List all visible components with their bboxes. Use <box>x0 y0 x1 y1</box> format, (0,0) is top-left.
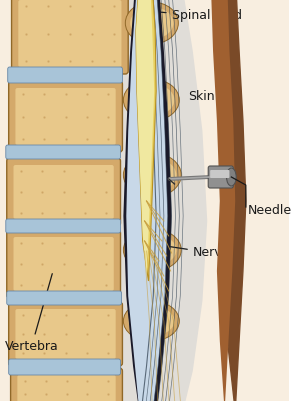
FancyBboxPatch shape <box>8 67 122 83</box>
FancyBboxPatch shape <box>17 375 116 401</box>
Ellipse shape <box>123 301 179 341</box>
FancyBboxPatch shape <box>6 219 121 233</box>
FancyBboxPatch shape <box>12 0 128 74</box>
Text: Needle: Needle <box>248 205 292 217</box>
FancyBboxPatch shape <box>14 165 114 219</box>
Ellipse shape <box>123 229 181 271</box>
FancyBboxPatch shape <box>7 158 121 226</box>
Text: Vertebra: Vertebra <box>5 273 58 352</box>
FancyBboxPatch shape <box>208 166 233 188</box>
Ellipse shape <box>128 84 175 116</box>
Polygon shape <box>136 0 156 281</box>
FancyBboxPatch shape <box>210 170 230 178</box>
FancyBboxPatch shape <box>18 0 122 67</box>
FancyBboxPatch shape <box>14 237 114 291</box>
Ellipse shape <box>125 2 178 44</box>
FancyBboxPatch shape <box>15 309 116 359</box>
Ellipse shape <box>130 7 173 39</box>
FancyBboxPatch shape <box>6 145 121 159</box>
Ellipse shape <box>123 79 179 121</box>
FancyBboxPatch shape <box>11 368 122 401</box>
FancyBboxPatch shape <box>7 230 121 298</box>
Ellipse shape <box>128 158 176 192</box>
Text: Spinal cord: Spinal cord <box>149 10 242 22</box>
Ellipse shape <box>226 168 236 186</box>
Polygon shape <box>126 0 168 401</box>
FancyBboxPatch shape <box>9 81 122 152</box>
Text: Skin: Skin <box>188 89 223 103</box>
Polygon shape <box>123 0 172 401</box>
Polygon shape <box>218 0 246 401</box>
Ellipse shape <box>123 153 181 197</box>
Polygon shape <box>136 0 154 276</box>
Polygon shape <box>106 0 207 401</box>
FancyBboxPatch shape <box>9 302 122 366</box>
FancyBboxPatch shape <box>7 291 122 305</box>
Ellipse shape <box>128 306 175 336</box>
Polygon shape <box>211 0 235 401</box>
FancyBboxPatch shape <box>15 88 116 145</box>
Ellipse shape <box>128 234 176 266</box>
FancyBboxPatch shape <box>9 359 121 375</box>
Text: Nerve: Nerve <box>169 247 230 259</box>
